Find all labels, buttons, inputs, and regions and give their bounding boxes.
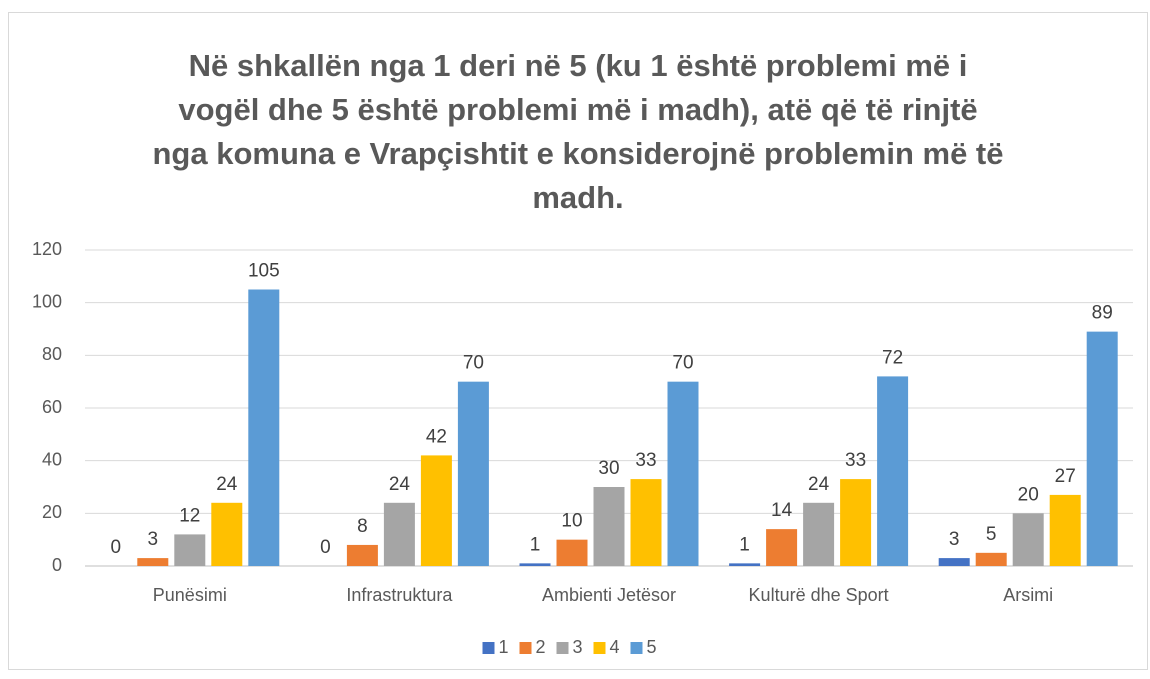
bar — [803, 502, 835, 566]
data-label: 3 — [949, 529, 960, 550]
legend-label: 3 — [573, 637, 583, 657]
bar — [1012, 513, 1044, 566]
legend-swatch — [556, 642, 569, 654]
legend-swatch — [630, 642, 643, 654]
bar — [174, 534, 206, 566]
x-tick-label: Punësimi — [153, 585, 227, 605]
bar — [1086, 331, 1118, 566]
bar — [211, 502, 243, 566]
data-label: 24 — [216, 474, 238, 495]
bar — [938, 558, 970, 566]
legend-label: 4 — [610, 637, 620, 657]
y-tick-label: 80 — [42, 344, 62, 364]
data-label: 20 — [1018, 484, 1039, 505]
data-label: 0 — [320, 537, 331, 558]
data-label: 27 — [1055, 466, 1076, 487]
bar — [630, 479, 662, 566]
bar — [729, 563, 761, 566]
y-tick-label: 40 — [42, 449, 62, 469]
y-tick-label: 120 — [32, 239, 62, 259]
legend-swatch — [593, 642, 606, 654]
bar — [556, 539, 588, 566]
bar — [1049, 494, 1081, 566]
bar — [840, 479, 872, 566]
legend-swatch — [482, 642, 495, 654]
data-label: 105 — [248, 261, 280, 282]
data-label: 24 — [389, 474, 411, 495]
data-label: 1 — [739, 534, 750, 555]
bar — [877, 376, 909, 566]
data-label: 12 — [179, 505, 200, 526]
bar — [667, 381, 699, 566]
y-tick-label: 60 — [42, 397, 62, 417]
data-label: 0 — [111, 537, 122, 558]
chart-title: nga komuna e Vrapçishtit e konsiderojnë … — [153, 136, 1004, 171]
data-label: 33 — [845, 450, 866, 471]
y-tick-label: 20 — [42, 502, 62, 522]
data-label: 24 — [808, 474, 830, 495]
bar — [766, 529, 798, 566]
data-label: 33 — [635, 450, 656, 471]
data-label: 70 — [463, 353, 484, 374]
legend-swatch — [519, 642, 532, 654]
chart-title: madh. — [532, 180, 623, 215]
data-label: 1 — [530, 534, 541, 555]
data-label: 70 — [672, 353, 693, 374]
bar — [137, 558, 169, 566]
bar — [975, 552, 1007, 566]
chart-title: vogël dhe 5 është problemi më i madh), a… — [178, 92, 977, 127]
bar — [457, 381, 489, 566]
data-label: 42 — [426, 426, 447, 447]
data-label: 5 — [986, 524, 997, 545]
legend-label: 5 — [647, 637, 657, 657]
data-label: 3 — [148, 529, 159, 550]
bar — [346, 544, 378, 566]
data-label: 72 — [882, 347, 903, 368]
bar — [383, 502, 415, 566]
x-tick-label: Arsimi — [1003, 585, 1053, 605]
legend-label: 2 — [536, 637, 546, 657]
y-tick-label: 100 — [32, 291, 62, 311]
legend-label: 1 — [499, 637, 509, 657]
x-tick-label: Infrastruktura — [346, 585, 453, 605]
data-label: 8 — [357, 516, 368, 537]
y-tick-label: 0 — [52, 555, 62, 575]
bar — [519, 563, 551, 566]
bar — [593, 487, 625, 566]
chart-title: Në shkallën nga 1 deri në 5 (ku 1 është … — [189, 48, 968, 83]
bar — [248, 289, 280, 566]
data-label: 30 — [598, 458, 619, 479]
data-label: 14 — [771, 500, 793, 521]
bar — [420, 455, 452, 566]
data-label: 10 — [561, 511, 582, 532]
x-tick-label: Kulturë dhe Sport — [749, 585, 889, 605]
data-label: 89 — [1092, 303, 1113, 324]
x-tick-label: Ambienti Jetësor — [542, 585, 676, 605]
